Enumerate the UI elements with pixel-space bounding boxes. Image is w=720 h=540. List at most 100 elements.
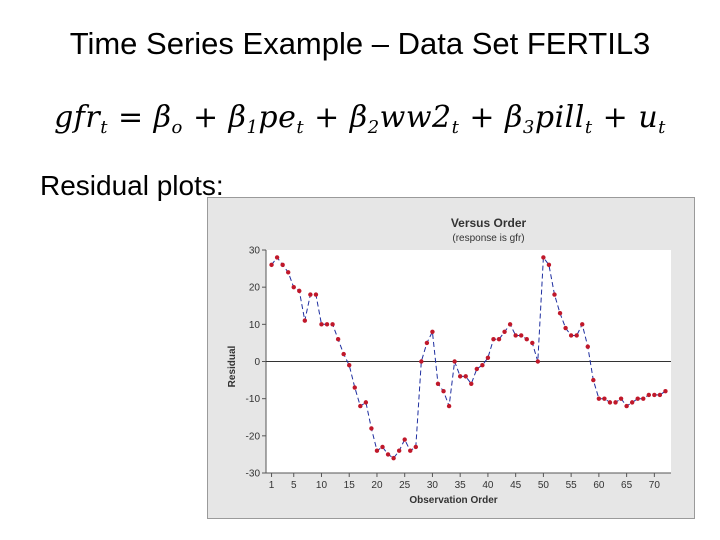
y-tick-label: 20 [249,283,261,294]
y-tick-label: 30 [249,246,261,257]
slide-title: Time Series Example – Data Set FERTIL3 [69,26,651,61]
data-point [341,351,346,357]
data-point [474,366,480,372]
x-axis-label: Observation Order [409,495,497,506]
eq-term-3: β3pillt [505,100,593,138]
x-tick-label: 10 [316,480,328,491]
data-point [574,333,579,338]
data-point [641,396,646,401]
data-point [291,284,296,290]
data-point [563,325,568,331]
data-point [469,381,474,386]
y-tick-label: 10 [249,320,261,331]
data-point [396,448,402,453]
eq-term-1: β1pet [228,100,305,138]
data-point [424,340,430,346]
x-tick-label: 20 [371,480,383,491]
residual-plots-heading: Residual plots: [40,170,224,201]
data-point [519,333,524,338]
y-tick-label: -10 [246,394,261,405]
data-point [485,355,491,360]
data-point [624,403,629,409]
data-point [613,400,618,405]
x-tick-label: 70 [649,480,661,491]
data-point [635,396,640,401]
eq-plus: + [602,100,639,135]
data-point [280,262,285,268]
data-point [457,374,463,379]
data-point [347,363,352,368]
data-point [369,426,374,431]
x-tick-label: 35 [455,480,467,491]
data-point [324,322,330,327]
x-tick-label: 45 [510,480,522,491]
data-point [297,288,302,294]
x-tick-label: 30 [427,480,439,491]
data-point [419,359,424,364]
eq-plus: + [314,100,350,135]
y-tick-label: 0 [254,357,260,368]
data-point [363,400,369,405]
data-point [269,262,274,268]
data-point [541,255,546,260]
eq-lhs: gfr [54,100,101,135]
data-point [313,292,319,297]
data-point [568,333,574,338]
data-point [496,337,502,342]
chart-subtitle: (response is gfr) [452,233,524,244]
data-point [274,255,280,260]
data-point [408,448,413,453]
data-point [629,400,635,405]
data-point [646,392,652,398]
data-point [618,396,624,401]
x-tick-label: 15 [344,480,356,491]
x-tick-label: 65 [621,480,633,491]
data-point [591,377,596,383]
data-point [546,262,552,268]
data-point [302,318,308,323]
eq-lhs-sub: t [100,117,108,138]
chart-svg: Versus Order (response is gfr) 30 20 10 0 -10 -… [227,216,671,506]
x-tick-label: 1 [269,480,275,491]
eq-equals: = [118,100,154,135]
data-point [580,322,585,327]
data-point [507,322,513,327]
data-point [524,337,529,342]
data-point [352,385,357,390]
chart-title: Versus Order [451,216,527,230]
data-point [452,359,457,364]
data-point [413,444,418,450]
x-tick-label: 25 [399,480,411,491]
eq-term-2: β2ww2t [349,100,460,138]
data-point [391,455,396,461]
data-point [330,322,335,327]
data-point [602,396,607,401]
data-point [663,389,668,394]
data-point [441,389,446,394]
x-tick-label: 5 [291,480,297,491]
y-axis-label: Residual [227,345,238,387]
data-point [552,292,557,297]
data-point [585,344,590,349]
data-point [596,396,602,401]
data-point [652,392,657,398]
x-tick-label: 40 [482,480,494,491]
data-point [319,322,324,327]
data-point [358,403,363,409]
data-point [402,437,407,442]
data-point [557,310,563,316]
data-point [446,403,452,409]
data-point [285,270,291,275]
data-point [430,329,435,334]
eq-term-4: ut [638,100,666,138]
data-point [385,452,391,457]
data-point [491,337,496,342]
data-point [657,392,663,398]
data-point [463,374,468,379]
data-point [513,333,518,338]
y-tick-label: -20 [246,431,261,442]
data-point [502,329,507,334]
data-point [380,444,385,450]
x-tick-label: 50 [538,480,550,491]
data-point [335,337,341,342]
